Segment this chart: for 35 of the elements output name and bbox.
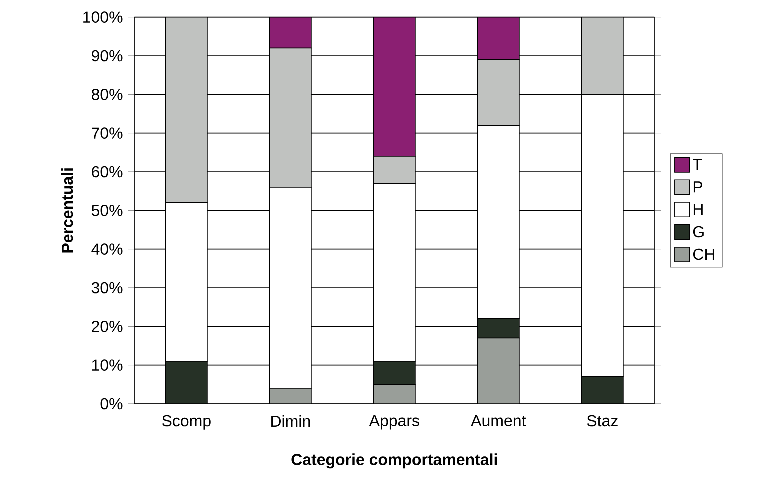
y-tick-label: 70% (92, 128, 123, 139)
bar (477, 318, 520, 339)
x-tick-label: Staz (587, 415, 618, 427)
legend-label: CH (693, 248, 714, 260)
bar (373, 361, 416, 386)
bar (269, 48, 312, 188)
y-tick-label: 50% (92, 205, 123, 216)
y-tick-label: 30% (92, 282, 123, 294)
y-tick-label: 90% (92, 50, 123, 62)
x-tick-label: Aument (471, 415, 526, 427)
y-tick-label: 0% (100, 398, 123, 410)
bar (581, 17, 624, 96)
legend-label: P (694, 182, 702, 193)
legend-label: G (693, 226, 704, 238)
x-axis-title: Categorie comportamentali (292, 454, 498, 469)
y-tick-label: 40% (92, 244, 123, 255)
bar (581, 376, 624, 404)
bar (165, 361, 208, 404)
x-tick-label: Dimin (272, 415, 310, 427)
bar (477, 17, 520, 60)
y-tick-label: 10% (92, 360, 123, 371)
x-tick-label: Scomp (162, 415, 211, 430)
y-axis-title: Percentuali (61, 168, 74, 253)
x-tick-label: Appars (369, 415, 420, 430)
legend-label: H (694, 204, 703, 215)
bar (477, 59, 520, 126)
y-tick-label: 100% (84, 12, 123, 23)
bar (269, 17, 312, 49)
y-tick-label: 80% (92, 89, 123, 100)
legend-label: T (693, 159, 702, 170)
bar (373, 17, 416, 157)
bar (165, 17, 208, 204)
y-tick-label: 20% (92, 321, 123, 332)
bar (373, 156, 416, 184)
y-tick-label: 60% (92, 166, 123, 178)
